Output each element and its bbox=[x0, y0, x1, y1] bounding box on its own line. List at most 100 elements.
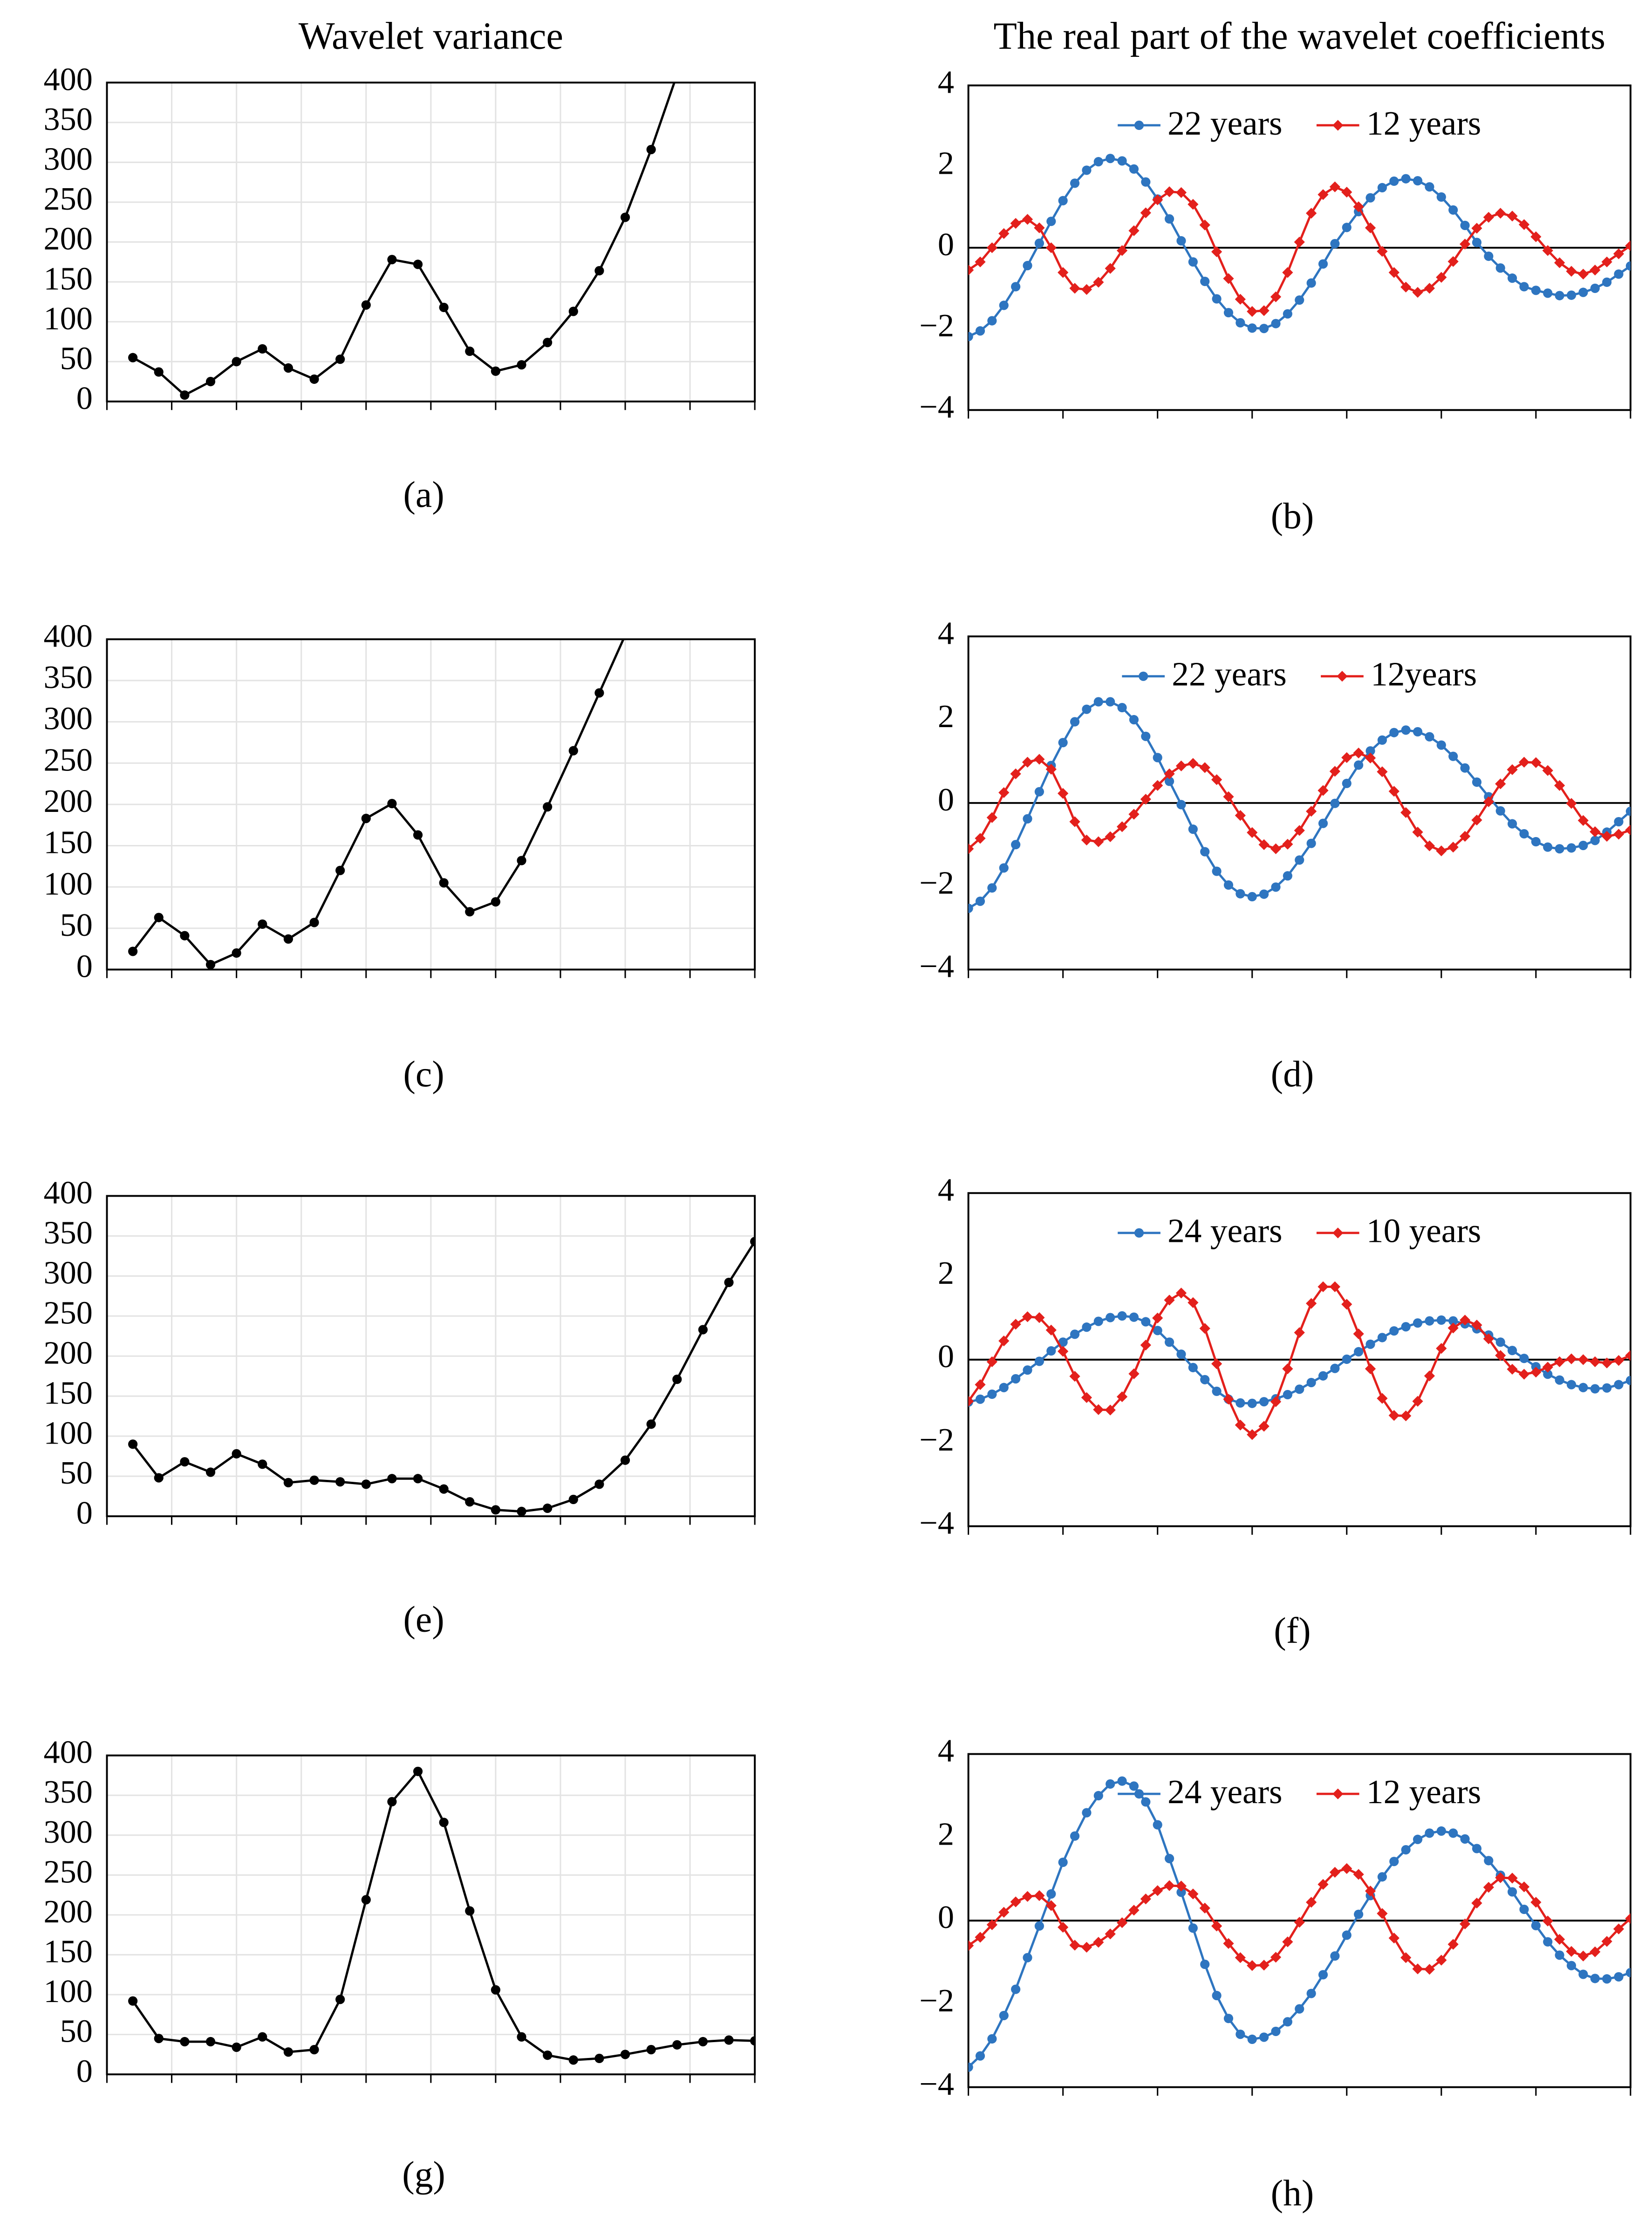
data-point bbox=[1117, 1311, 1127, 1321]
y-tick-label: 100 bbox=[44, 1973, 93, 2010]
chart-title: The real part of the wavelet coefficient… bbox=[994, 14, 1605, 57]
data-point bbox=[1554, 780, 1565, 791]
panel-label: (a) bbox=[403, 474, 444, 515]
data-point bbox=[309, 1475, 319, 1485]
data-point bbox=[1342, 1930, 1352, 1940]
data-point bbox=[1566, 290, 1577, 300]
y-tick-label: −2 bbox=[919, 1983, 954, 2019]
data-point bbox=[1283, 871, 1292, 881]
data-point bbox=[335, 1477, 345, 1487]
data-point bbox=[1354, 1909, 1364, 1919]
data-point bbox=[1507, 1887, 1517, 1897]
data-point bbox=[1518, 1369, 1530, 1380]
data-point bbox=[1554, 1934, 1565, 1945]
data-point bbox=[1023, 1953, 1032, 1962]
data-point bbox=[1116, 1917, 1128, 1928]
data-point bbox=[987, 883, 997, 893]
data-point bbox=[999, 2010, 1009, 2021]
data-point bbox=[1330, 798, 1340, 808]
data-point bbox=[1590, 283, 1600, 293]
data-point bbox=[1176, 1887, 1186, 1897]
data-point bbox=[439, 1818, 449, 1827]
data-point bbox=[1176, 1349, 1186, 1359]
data-point bbox=[1200, 277, 1210, 286]
series-line bbox=[132, 639, 625, 966]
data-point bbox=[154, 2034, 164, 2044]
data-point bbox=[1236, 889, 1245, 899]
data-point bbox=[1116, 1391, 1128, 1403]
y-tick-label: 200 bbox=[44, 1335, 93, 1371]
data-point bbox=[1175, 1288, 1187, 1299]
data-point bbox=[1259, 324, 1269, 334]
data-point bbox=[1566, 798, 1577, 809]
data-point bbox=[1093, 1791, 1103, 1800]
y-tick-label: 150 bbox=[44, 260, 93, 297]
data-point bbox=[283, 934, 293, 944]
data-point bbox=[1566, 266, 1577, 277]
data-point bbox=[1472, 238, 1482, 247]
data-point bbox=[1295, 1384, 1304, 1394]
data-point bbox=[1235, 293, 1246, 305]
y-tick-label: −2 bbox=[919, 865, 954, 901]
data-point bbox=[1141, 1317, 1151, 1327]
data-point bbox=[1377, 1872, 1387, 1882]
data-point bbox=[1022, 756, 1033, 768]
data-point bbox=[1270, 1396, 1282, 1407]
data-point bbox=[968, 1396, 974, 1407]
data-point bbox=[1223, 2014, 1234, 2023]
data-point bbox=[1140, 1893, 1151, 1905]
data-point bbox=[1022, 1891, 1033, 1902]
data-point bbox=[1318, 818, 1328, 828]
data-point bbox=[1306, 1989, 1316, 1998]
data-point bbox=[1164, 768, 1175, 779]
data-point bbox=[1330, 1363, 1340, 1373]
data-point bbox=[1341, 186, 1352, 198]
data-point bbox=[1282, 1936, 1293, 1948]
data-point bbox=[232, 948, 241, 958]
plot-area bbox=[128, 1766, 755, 2065]
data-point bbox=[1022, 214, 1033, 225]
data-point bbox=[1046, 1346, 1056, 1356]
data-point bbox=[1282, 267, 1293, 278]
data-point bbox=[620, 212, 630, 222]
data-point bbox=[1495, 263, 1505, 273]
data-point bbox=[517, 1506, 526, 1516]
y-tick-label: 300 bbox=[44, 141, 93, 177]
plot-frame bbox=[106, 82, 756, 402]
data-point bbox=[1165, 777, 1174, 786]
data-point bbox=[1412, 287, 1423, 298]
data-point bbox=[1389, 1326, 1399, 1336]
data-point bbox=[335, 354, 345, 364]
y-tick-label: 4 bbox=[938, 615, 954, 651]
data-point bbox=[1531, 286, 1541, 295]
data-point bbox=[1318, 1879, 1329, 1890]
data-point bbox=[568, 307, 578, 316]
data-point bbox=[1413, 1318, 1423, 1328]
data-point bbox=[1448, 751, 1458, 761]
data-point bbox=[1460, 220, 1470, 230]
data-point bbox=[1106, 1779, 1115, 1789]
data-point bbox=[1058, 788, 1069, 799]
data-point bbox=[1590, 836, 1600, 845]
data-point bbox=[1424, 1370, 1435, 1382]
legend-label: 10 years bbox=[1366, 1212, 1481, 1250]
data-point bbox=[1093, 277, 1104, 288]
data-point bbox=[232, 357, 241, 367]
data-point bbox=[1105, 1928, 1116, 1940]
y-tick-label: 0 bbox=[938, 782, 954, 818]
legend-label: 12 years bbox=[1366, 104, 1481, 142]
data-point bbox=[180, 1457, 190, 1467]
y-tick-label: 350 bbox=[44, 1214, 93, 1251]
data-point bbox=[1578, 1383, 1588, 1392]
data-point bbox=[1165, 1853, 1174, 1863]
data-point bbox=[1342, 223, 1352, 232]
data-point bbox=[283, 363, 293, 373]
data-point bbox=[1070, 178, 1080, 188]
data-point bbox=[646, 144, 656, 155]
data-point bbox=[283, 2047, 293, 2057]
data-point bbox=[1377, 766, 1388, 777]
data-point bbox=[698, 1325, 708, 1335]
data-point bbox=[1543, 1369, 1553, 1379]
data-point bbox=[1188, 824, 1198, 834]
data-point bbox=[1436, 1826, 1446, 1836]
